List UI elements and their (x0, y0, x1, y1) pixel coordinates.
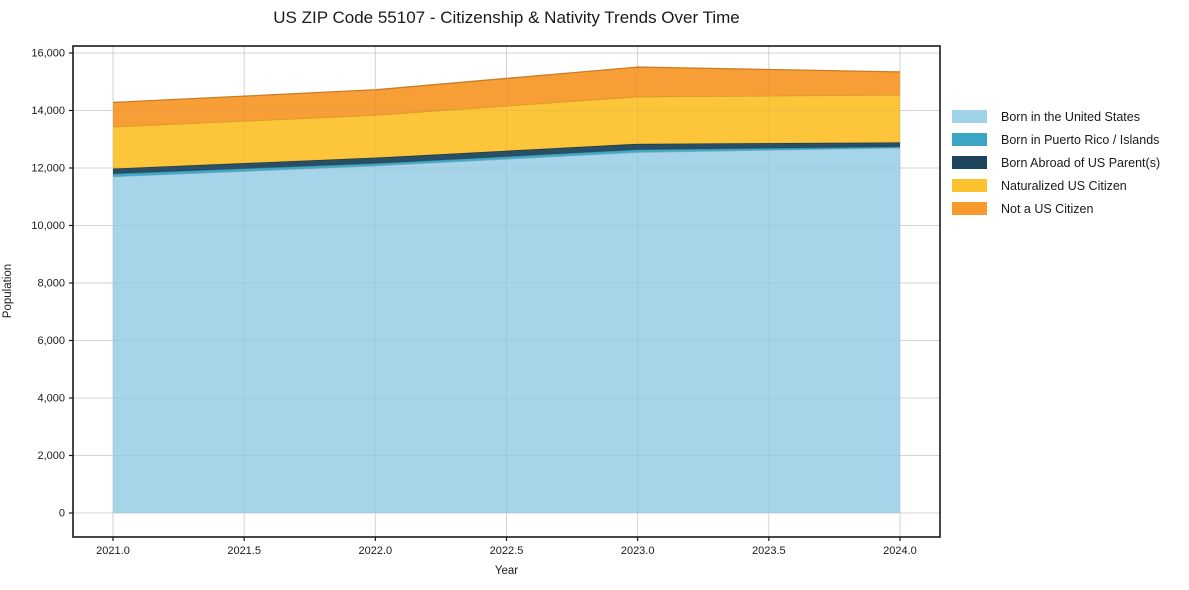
area-layer-2 (113, 142, 900, 174)
x-tick-label: 2022.0 (359, 545, 393, 557)
area-layer-4 (113, 67, 900, 127)
legend-label: Not a US Citizen (1001, 201, 1094, 216)
legend-swatch-not-citizen (952, 202, 987, 215)
y-tick-label: 10,000 (31, 220, 65, 232)
legend-label: Born in Puerto Rico / Islands (1001, 132, 1160, 147)
area-layer-3 (113, 94, 900, 169)
legend-swatch-born-abroad (952, 156, 987, 169)
legend: Born in the United States Born in Puerto… (952, 105, 1160, 220)
legend-item: Naturalized US Citizen (952, 174, 1160, 197)
legend-item: Born Abroad of US Parent(s) (952, 151, 1160, 174)
x-tick-label: 2022.5 (490, 545, 524, 557)
x-tick-label: 2021.0 (96, 545, 130, 557)
legend-swatch-naturalized (952, 179, 987, 192)
gridlines-overlay (73, 46, 940, 537)
x-axis-label: Year (494, 565, 519, 577)
y-tick-label: 0 (59, 507, 65, 519)
legend-swatch-puerto-rico (952, 133, 987, 146)
y-tick-label: 6,000 (37, 335, 65, 347)
legend-item: Not a US Citizen (952, 197, 1160, 220)
x-tick-label: 2021.5 (227, 545, 261, 557)
y-tick-label: 12,000 (31, 162, 65, 174)
x-tick-label: 2023.5 (752, 545, 786, 557)
area-edge-4 (112, 66, 901, 104)
axis-ticks: 2021.0 2021.5 2022.0 2022.5 2023.0 2023.5 2024… (31, 47, 916, 557)
y-tick-label: 14,000 (31, 105, 65, 117)
legend-label: Born in the United States (1001, 109, 1140, 124)
chart-title: US ZIP Code 55107 - Citizenship & Nativi… (273, 8, 740, 27)
y-tick-label: 8,000 (37, 277, 65, 289)
y-axis-label: Population (2, 263, 14, 319)
y-tick-label: 2,000 (37, 450, 65, 462)
area-layers (112, 66, 901, 513)
legend-item: Born in the United States (952, 105, 1160, 128)
x-tick-label: 2024.0 (883, 545, 917, 557)
y-tick-label: 4,000 (37, 392, 65, 404)
x-tick-label: 2023.0 (621, 545, 655, 557)
area-layer-0 (113, 147, 900, 513)
legend-label: Born Abroad of US Parent(s) (1001, 155, 1161, 170)
y-tick-label: 16,000 (31, 47, 65, 59)
legend-swatch-born-us (952, 110, 987, 123)
legend-label: Naturalized US Citizen (1001, 178, 1127, 193)
legend-item: Born in Puerto Rico / Islands (952, 128, 1160, 151)
